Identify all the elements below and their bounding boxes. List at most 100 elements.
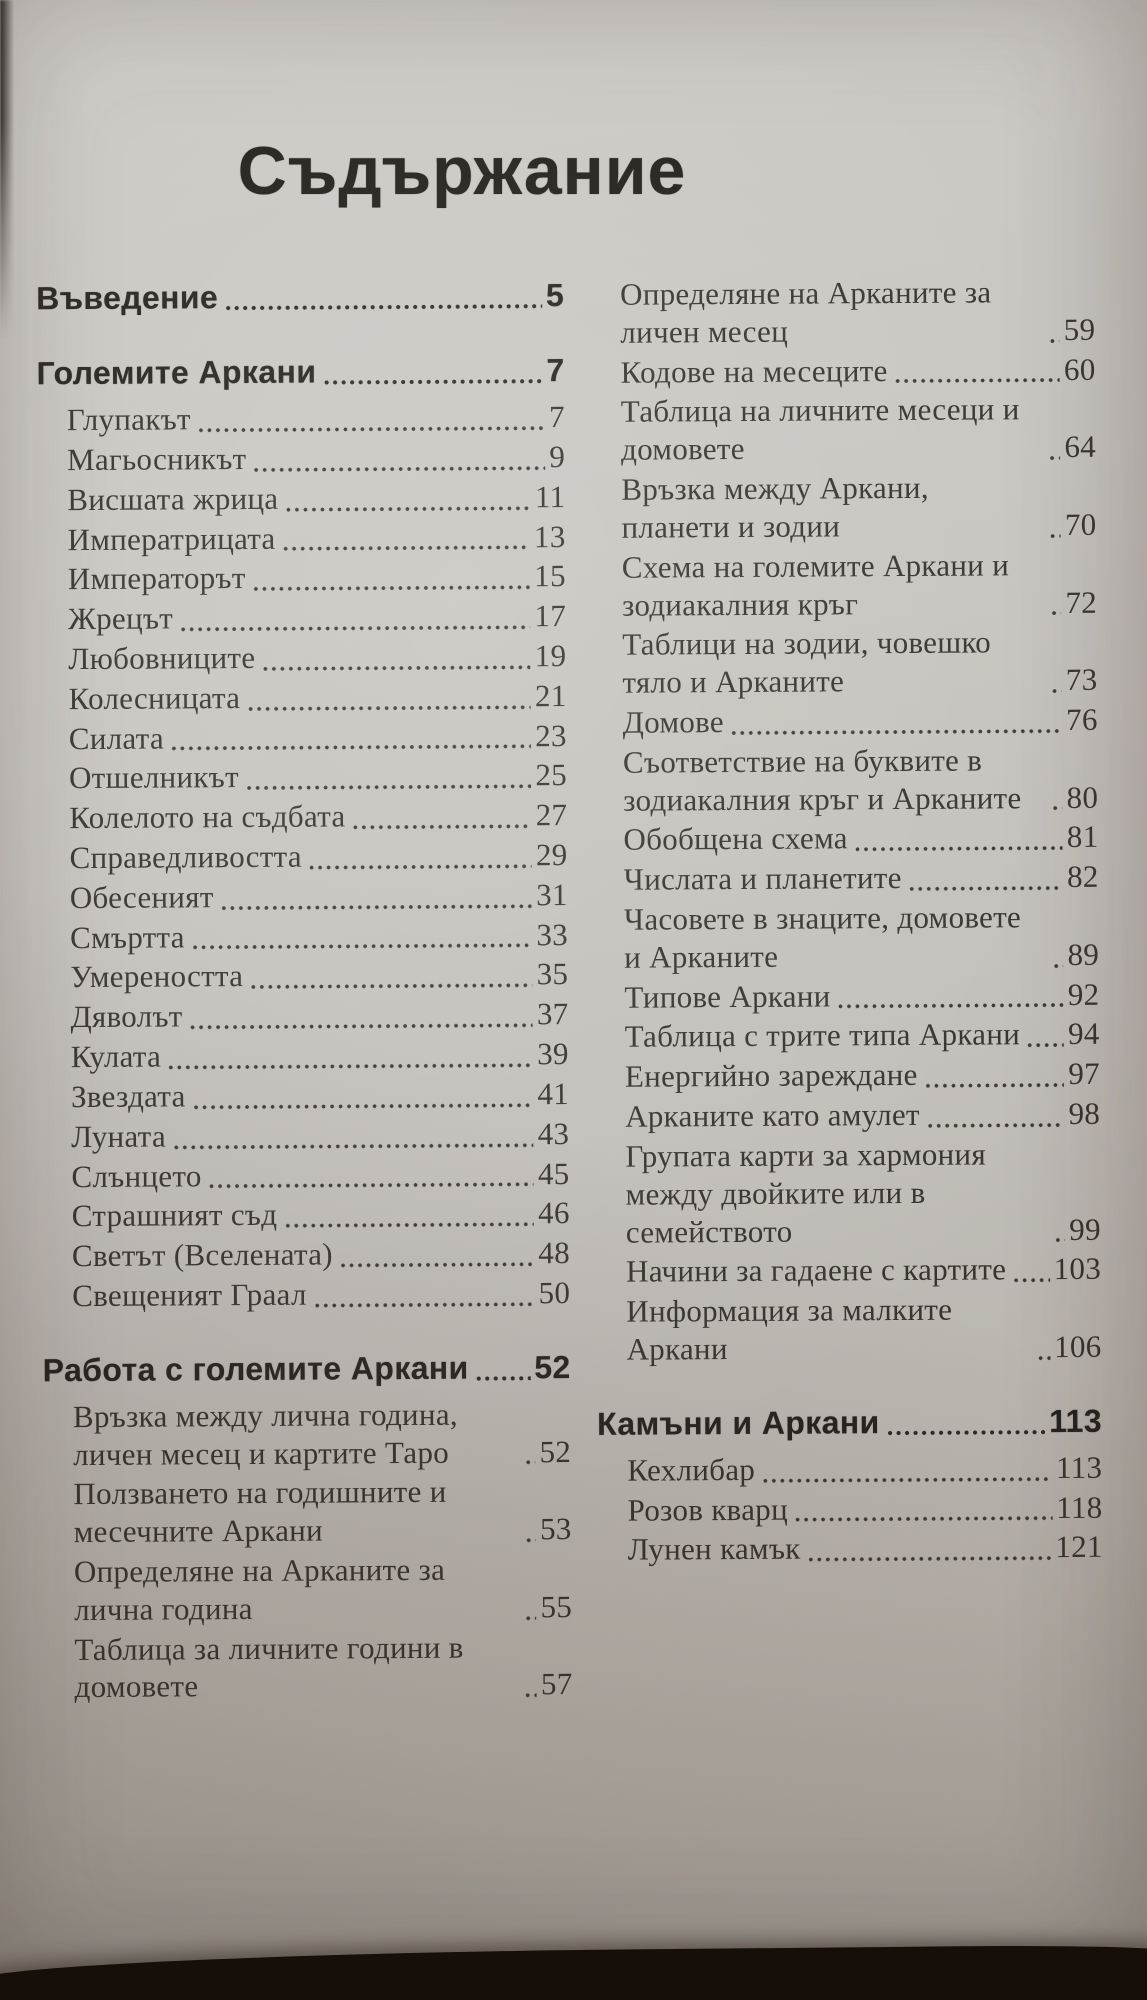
toc-section-heading: Работа с големите Аркани 52 — [43, 1348, 571, 1390]
entry-page-number: 94 — [1067, 1016, 1100, 1052]
entry-label: Числата и планетите — [623, 860, 902, 897]
entry-page-number: 21 — [534, 677, 567, 713]
toc-entry: Розов кварц 118 — [597, 1488, 1102, 1529]
entry-label: Работа с големите Аркани — [42, 1349, 469, 1389]
toc-entry: Слънцето 45 — [41, 1155, 569, 1196]
entry-page-number: 9 — [549, 438, 566, 475]
entry-page-number: 50 — [538, 1274, 571, 1311]
toc-entry: Магьосникът 9 — [37, 438, 565, 479]
leader-dots — [1051, 687, 1062, 695]
entry-label: Таблица на личните месеци и домовете — [620, 391, 1020, 467]
leader-dots — [171, 743, 532, 752]
toc-entry: Светът (Вселената) 48 — [42, 1234, 570, 1275]
entry-label: Часовете в знаците, домовете и Арканите — [623, 899, 1022, 975]
entry-label: Съответствие на буквите в зодиакалния кр… — [622, 742, 1022, 818]
entry-page-number: 52 — [539, 1433, 572, 1469]
toc-entry: Таблици на зодии, човешко тяло и Арканит… — [592, 623, 1097, 702]
entry-label: Кодове на месеците — [620, 352, 888, 390]
entry-label: Арканите като амулет — [625, 1096, 920, 1134]
entry-label: Кулата — [70, 1038, 162, 1075]
entry-page-number: 39 — [537, 1036, 569, 1072]
toc-entry: Звездата 41 — [41, 1075, 569, 1116]
entry-page-number: 57 — [540, 1666, 573, 1702]
toc-entry: Връзка между лична година, личен месец и… — [43, 1395, 571, 1474]
leader-dots — [894, 377, 1061, 385]
leader-dots — [197, 425, 546, 434]
entry-label: Начини за гадаене с картите — [625, 1251, 1007, 1289]
entry-page-number: 113 — [1049, 1402, 1103, 1439]
toc-entry: Определяне на Арканите за лична година 55 — [44, 1550, 572, 1629]
toc-entry: Кулата 39 — [41, 1035, 569, 1076]
entry-page-number: 25 — [535, 757, 568, 793]
entry-page-number: 41 — [537, 1075, 570, 1112]
entry-label: Информация за малките Аркани — [626, 1291, 953, 1367]
entry-label: Императрицата — [67, 520, 276, 557]
toc-entry: Схема на големите Аркани и зодиакалния к… — [592, 545, 1097, 624]
entry-label: Глупакът — [66, 401, 191, 438]
leader-dots — [794, 1515, 1053, 1524]
leader-dots — [886, 1428, 1046, 1436]
toc-entry: Таблица с трите типа Аркани 94 — [595, 1015, 1100, 1056]
entry-label: Обесеният — [69, 879, 214, 915]
leader-dots — [245, 783, 532, 792]
entry-page-number: 89 — [1067, 936, 1100, 972]
leader-dots — [168, 1062, 534, 1071]
toc-entry: Начини за гадаене с картите 103 — [596, 1250, 1101, 1291]
entry-page-number: 92 — [1067, 976, 1100, 1012]
leader-dots — [208, 1181, 534, 1190]
leader-dots — [807, 1555, 1052, 1563]
entry-page-number: 59 — [1063, 311, 1096, 347]
leader-dots — [730, 727, 1063, 736]
toc-entry: Таблица за личните години в домовете 57 — [44, 1628, 572, 1707]
entry-label: Силата — [68, 720, 165, 756]
toc-entry: Обобщена схема 81 — [593, 818, 1098, 859]
entry-page-number: 118 — [1056, 1489, 1103, 1525]
entry-label: Слънцето — [71, 1157, 202, 1194]
entry-page-number: 53 — [539, 1511, 572, 1547]
toc-column-left: Въведение 5 Големите Аркани 7 Глупакът 7 Магьо… — [36, 276, 573, 1708]
toc-entry: Жрецът 17 — [38, 597, 566, 638]
entry-label: Връзка между Аркани, планети и зодии — [621, 469, 929, 545]
entry-page-number: 76 — [1066, 701, 1098, 737]
leader-dots — [525, 1692, 538, 1699]
toc-entry: Силата 23 — [39, 717, 567, 758]
toc-entry: Императрицата 13 — [37, 518, 565, 559]
entry-page-number: 48 — [538, 1235, 571, 1271]
entry-page-number: 52 — [534, 1348, 571, 1385]
leader-dots — [262, 664, 531, 672]
leader-dots — [1048, 337, 1060, 344]
toc-entry: Обесеният 31 — [40, 876, 568, 917]
entry-page-number: 35 — [536, 956, 569, 992]
entry-page-number: 17 — [534, 598, 567, 634]
leader-dots — [475, 1375, 531, 1382]
entry-label: Страшният съд — [71, 1197, 278, 1234]
leader-dots — [525, 1614, 537, 1621]
entry-label: Звездата — [70, 1078, 186, 1114]
leader-dots — [250, 982, 533, 991]
leader-dots — [220, 902, 533, 911]
leader-dots — [252, 584, 531, 593]
entry-label: Определяне на Арканите за личен месец — [620, 274, 992, 350]
leader-dots — [926, 1121, 1065, 1129]
leader-dots — [189, 1022, 533, 1031]
photo-background-edge — [0, 1944, 1147, 2000]
entry-page-number: 64 — [1064, 429, 1097, 465]
entry-page-number: 7 — [546, 352, 565, 389]
entry-page-number: 7 — [548, 399, 565, 435]
entry-label: Розов кварц — [627, 1491, 789, 1528]
toc-entry: Кехлибар 113 — [597, 1449, 1102, 1490]
leader-dots — [253, 464, 546, 473]
toc-entry: Страшният съд 46 — [42, 1194, 570, 1235]
leader-dots — [191, 942, 533, 951]
entry-page-number: 60 — [1063, 351, 1096, 387]
leader-dots — [173, 1141, 534, 1150]
leader-dots — [1013, 1277, 1050, 1284]
leader-dots — [924, 1082, 1065, 1089]
toc-entry: Групата карти за хармония между двойките… — [595, 1135, 1101, 1252]
toc-entry: Домове 76 — [593, 701, 1098, 742]
leader-dots — [1051, 610, 1062, 617]
toc-entry: Връзка между Аркани, планети и зодии 70 — [591, 468, 1096, 547]
leader-dots — [1052, 805, 1063, 812]
toc-entry: Ползването на годишните и месечните Арка… — [43, 1472, 571, 1551]
